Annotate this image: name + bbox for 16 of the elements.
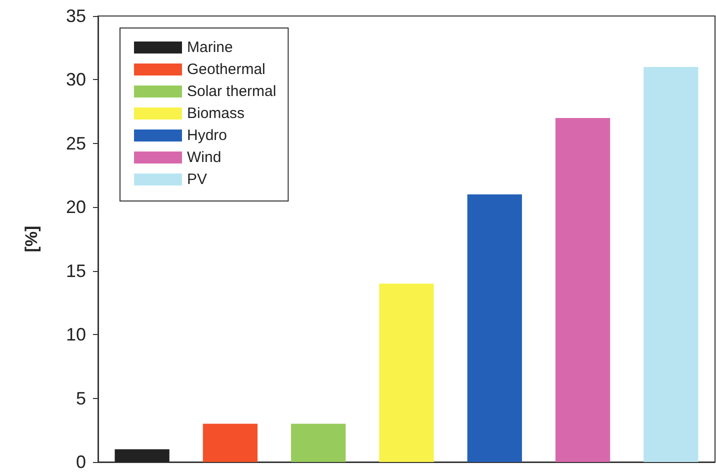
- y-tick-label: 5: [76, 388, 86, 408]
- legend-label: Biomass: [187, 105, 245, 122]
- y-axis-title: [%]: [22, 226, 41, 252]
- y-tick-label: 30: [66, 70, 86, 90]
- legend-label: Marine: [187, 39, 233, 56]
- legend-label: Geothermal: [187, 61, 266, 78]
- y-tick-label: 20: [66, 197, 86, 218]
- y-tick-label: 0: [76, 452, 86, 472]
- y-tick-label: 25: [66, 133, 86, 154]
- legend-label: Hydro: [187, 127, 228, 144]
- legend-label: Solar thermal: [187, 83, 276, 100]
- legend-label: PV: [187, 171, 208, 188]
- y-tick-label: 35: [66, 6, 86, 26]
- legend-label: Wind: [187, 149, 222, 166]
- y-tick-label: 15: [66, 260, 86, 281]
- y-tick-label: 10: [66, 324, 86, 345]
